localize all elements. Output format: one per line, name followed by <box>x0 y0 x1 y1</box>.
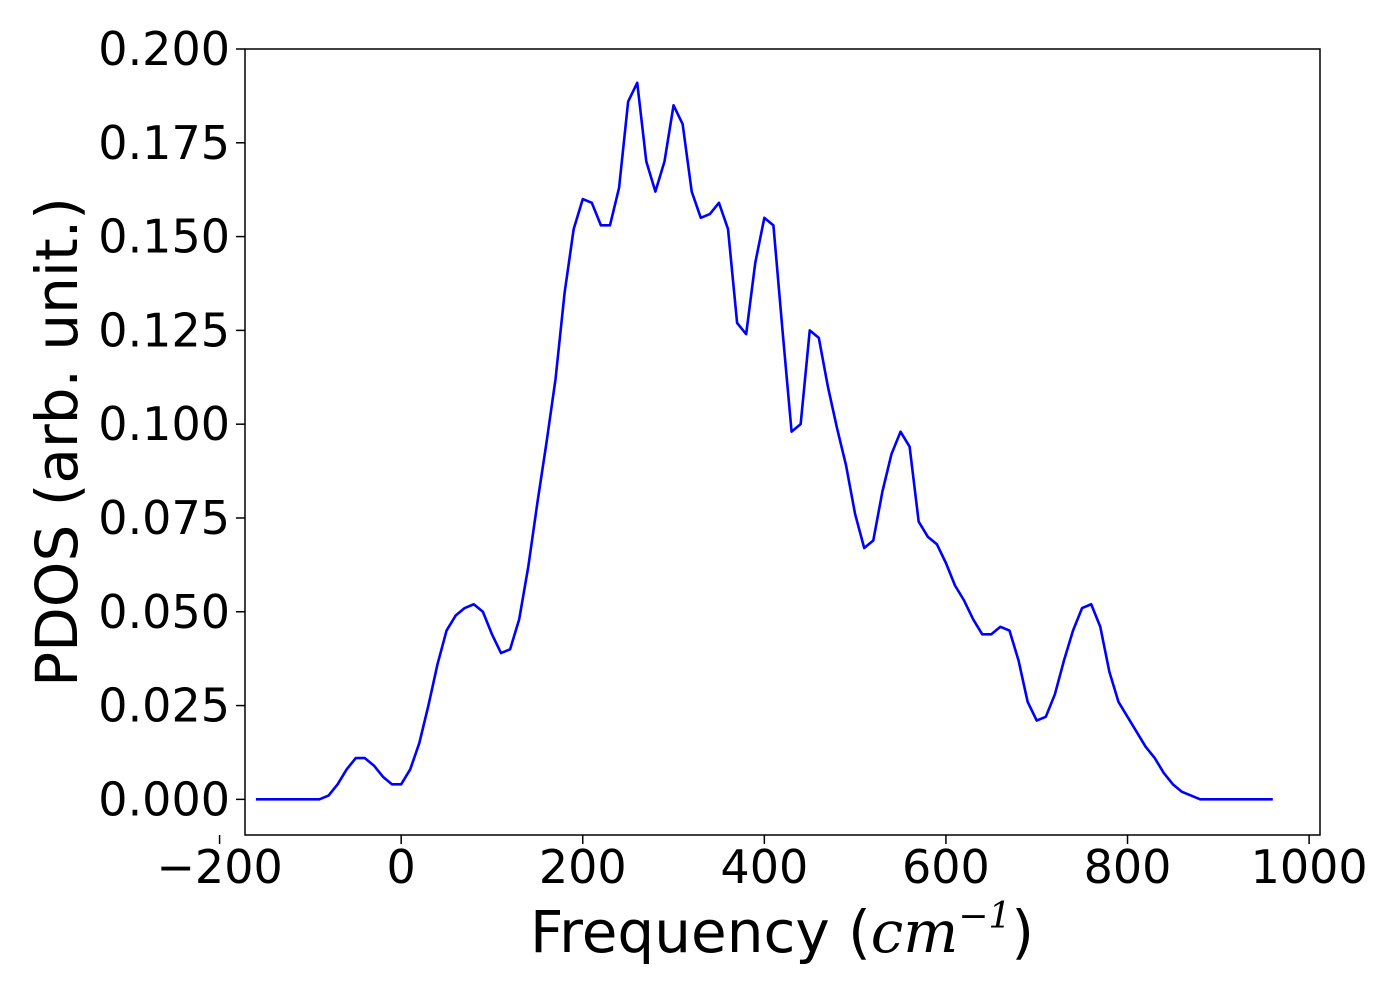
x-axis-ticks: −200 0 200 400 600 800 1000 <box>156 835 1368 894</box>
x-tick-label: 400 <box>720 840 808 894</box>
x-tick-label: 200 <box>539 840 627 894</box>
x-axis-title: Frequency (cm−1) <box>530 896 1034 966</box>
y-tick-label: 0.025 <box>98 679 230 733</box>
y-tick-label: 0.200 <box>98 22 230 76</box>
x-tick-label: 0 <box>387 840 416 894</box>
y-tick-label: 0.175 <box>98 116 230 170</box>
x-tick-label: 800 <box>1084 840 1172 894</box>
y-tick-label: 0.150 <box>98 210 230 264</box>
x-tick-label: 600 <box>902 840 990 894</box>
series-line <box>255 81 1273 801</box>
y-tick-label: 0.050 <box>98 585 230 639</box>
y-axis-ticks: 0.000 0.025 0.050 0.075 0.100 0.125 0.150 0.175… <box>98 22 245 826</box>
y-tick-label: 0.125 <box>98 303 230 357</box>
x-tick-label: −200 <box>156 840 282 894</box>
y-tick-label: 0.000 <box>98 772 230 826</box>
x-tick-label: 1000 <box>1251 840 1368 894</box>
y-axis-title: PDOS (arb. unit.) <box>23 197 91 687</box>
plot-frame <box>244 48 1321 836</box>
y-tick-label: 0.100 <box>98 397 230 451</box>
y-tick-label: 0.075 <box>98 491 230 545</box>
